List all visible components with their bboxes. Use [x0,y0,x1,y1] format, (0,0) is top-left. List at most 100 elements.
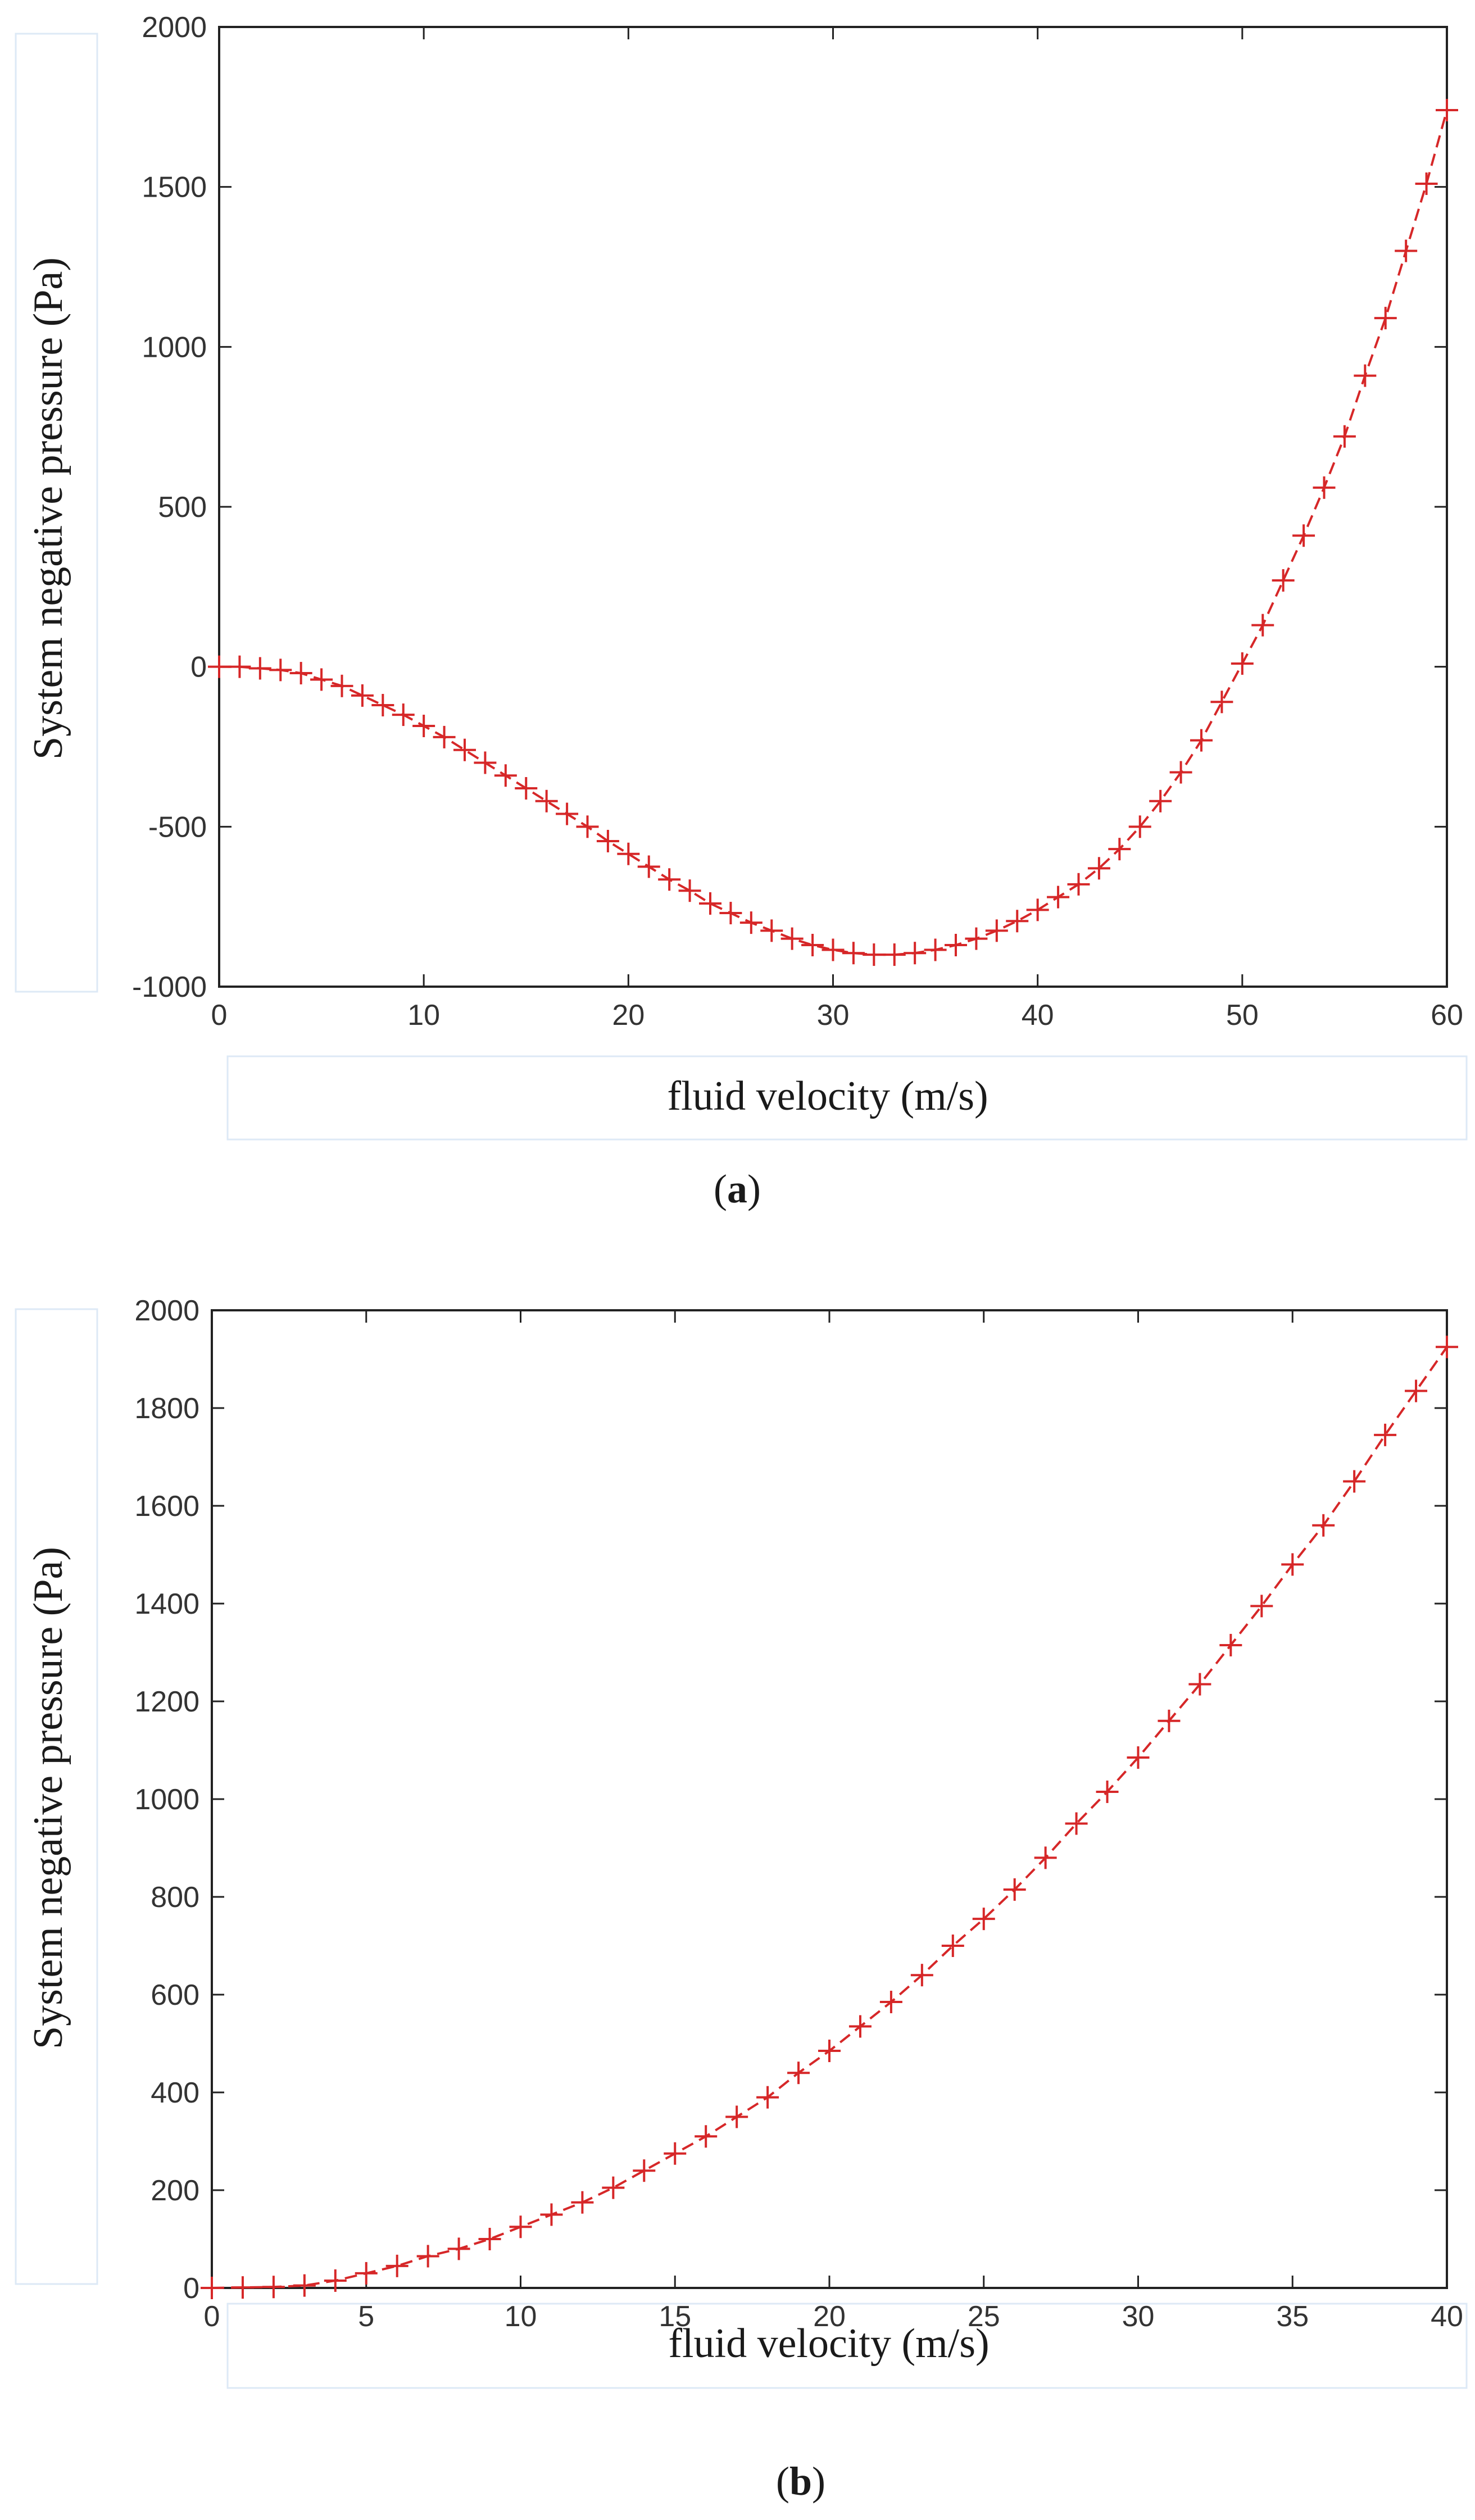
chart-a-xtick-label: 20 [612,999,645,1032]
chart-b-ytick-label: 2000 [134,1295,199,1327]
chart-a-data-point [576,815,599,838]
chart-b-data-point [201,2277,223,2299]
chart-b-data-point [1003,1878,1026,1901]
chart-a-data-point [760,919,783,942]
chart-a-data-point [412,714,435,737]
chart-a-data-point [1210,691,1233,714]
chart-a-data-point [515,777,538,800]
chart-a-ytick-label: 0 [190,651,207,684]
chart-b-data-point [848,2015,872,2038]
chart-b-ytick-label: 1600 [134,1490,199,1523]
chart-b-ticks: 0 5 10 15 20 25 30 35 40020040060080010001200140… [134,1295,1463,2333]
chart-a-data-point [535,789,558,812]
chart-b-data-point [1096,1780,1119,1803]
chart-b-xtick-label: 15 [659,2300,691,2333]
chart-a-xtick-label: 40 [1022,999,1054,1032]
chart-a-data-point [822,938,845,961]
chart-a-ytick-label: -500 [148,811,207,843]
chart-b-data-point [725,2105,748,2128]
chart-b-ytick-label: 600 [151,1979,199,2012]
chart-b-data-point [509,2215,532,2239]
chart-a-data-point [556,802,579,825]
chart-b-data-point [355,2262,378,2285]
chart-a-data-point [1333,425,1356,448]
chart-b-ylabel: System negative pressure (Pa) [25,1547,71,2049]
chart-b-data-point [695,2125,718,2148]
chart-b-data-point [262,2276,285,2299]
chart-a-data-point [1169,761,1192,784]
chart-b-data-point [231,2276,254,2299]
chart-b-data-point [571,2191,594,2214]
chart-b-xtick-label: 35 [1276,2300,1309,2333]
chart-b-data-point [664,2142,687,2165]
chart-b-series [201,1336,1458,2299]
chart-b-caption: (b) [776,2459,825,2504]
chart-b-data-point [1127,1746,1150,1769]
chart-b-data-point [1188,1673,1211,1696]
chart-a-data-point [1190,729,1213,752]
chart-b-xtick-label: 5 [358,2300,374,2333]
chart-a-ylabel-box [15,33,98,993]
chart-a-data-point [945,933,967,956]
chart-a-ytick-label: 1000 [142,331,207,364]
chart-a-data-point [1067,873,1090,896]
chart-a-data-point [985,919,1008,942]
chart-b-ytick-label: 1800 [134,1392,199,1425]
chart-a-xtick-label: 60 [1431,999,1463,1032]
chart-a-ytick-label: 500 [158,491,207,524]
chart-b-xtick-label: 30 [1122,2300,1155,2333]
chart-b-xtick-label: 10 [505,2300,537,2333]
chart-a-data-point [883,943,906,966]
chart-a-data-point [1292,524,1315,547]
chart-a-xlabel: fluid velocity (m/s) [667,1073,988,1119]
chart-b-data-point [324,2269,347,2292]
chart-a-xtick-label: 10 [407,999,440,1032]
chart-a-data-point [1395,239,1418,262]
chart-a-data-point [1436,99,1458,122]
chart-b-xtick-label: 40 [1431,2300,1463,2333]
chart-b-xtick-label: 20 [813,2300,846,2333]
chart-b-xtick-label: 0 [204,2300,220,2333]
chart-a-data-point [924,938,947,961]
chart-a-ticks: 0 10 20 30 40 50 60 -1000 -500 0 500 1000 1500 2000 [132,11,1463,1032]
chart-a-data-point [699,892,721,915]
chart-a-data-point [269,659,292,682]
chart-a-data-point [1374,307,1397,330]
chart-b-data-point [1374,1423,1397,1446]
chart-a-data-point [474,751,497,774]
chart-b-data-point [818,2040,841,2063]
chart-b-ytick-label: 0 [183,2272,199,2305]
chart-a-data-point [637,855,660,878]
chart-b-data-point [1219,1633,1242,1656]
chart-b-data-point [879,1991,902,2014]
chart-b-xlabel: fluid velocity (m/s) [668,2321,989,2367]
chart-a-data-point [739,911,763,934]
chart-a-data-point [330,674,353,697]
chart-a-data-point [1251,614,1274,637]
chart-b-data-point [1312,1514,1335,1537]
chart-b-data-point [1436,1336,1458,1359]
chart-b: 0 5 10 15 20 25 30 35 40020040060080010001200140… [15,1295,1468,2504]
chart-a-data-point [780,927,804,950]
chart-a-data-point [1026,898,1049,921]
chart-a-data-point [1231,652,1254,675]
chart-a-data-point [719,902,742,925]
chart-b-ytick-label: 1200 [134,1686,199,1718]
chart-a-data-point [1415,172,1438,195]
chart-b-data-point [1034,1846,1057,1869]
chart-a-data-point [617,842,640,865]
chart-a: 0 10 20 30 40 50 60 -1000 -500 0 500 1000 1500 2000 f… [15,11,1468,1211]
chart-a-ytick-label: 2000 [142,11,207,44]
chart-a-data-point [248,657,271,680]
chart-a-plot-area [218,26,1448,988]
chart-a-data-point [801,933,824,956]
chart-a-caption: (a) [714,1166,761,1211]
chart-a-data-point [351,684,374,707]
chart-a-ytick-label: -1000 [132,971,207,1004]
chart-a-data-point [1354,364,1377,387]
chart-a-data-point [904,942,927,965]
chart-b-data-point [1343,1470,1366,1493]
chart-b-plot-area [211,1309,1448,2289]
chart-a-data-point [1047,886,1070,909]
